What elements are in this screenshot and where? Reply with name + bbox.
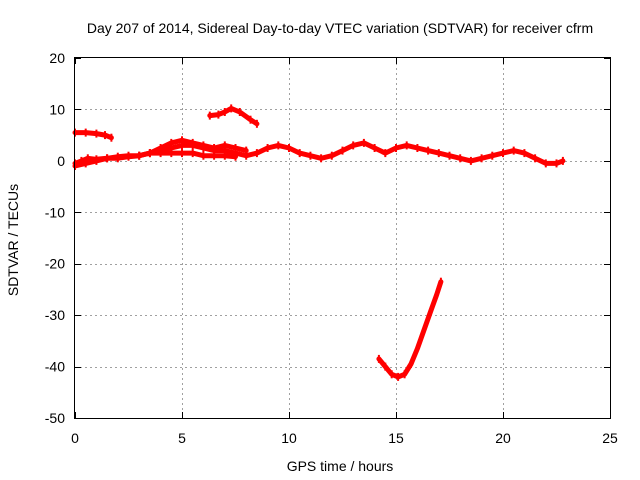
y-tick-label: 0 xyxy=(57,153,65,169)
x-tick-labels: 0 5 10 15 20 25 xyxy=(71,430,618,446)
x-axis-label: GPS time / hours xyxy=(287,458,394,474)
grid-lines xyxy=(75,58,610,418)
x-tick-label: 25 xyxy=(602,430,618,446)
x-tick-label: 10 xyxy=(281,430,297,446)
y-tick-label: -10 xyxy=(45,204,65,220)
y-tick-label: -40 xyxy=(45,359,65,375)
y-tick-label: -30 xyxy=(45,307,65,323)
y-axis-label: SDTVAR / TECUs xyxy=(5,184,21,296)
plot-frame xyxy=(74,57,611,419)
axis-ticks xyxy=(75,58,611,419)
x-tick-label: 15 xyxy=(388,430,404,446)
chart-title: Day 207 of 2014, Sidereal Day-to-day VTE… xyxy=(87,20,593,36)
x-tick-label: 0 xyxy=(71,430,79,446)
series-dip-segment xyxy=(376,279,444,380)
y-tick-label: -50 xyxy=(45,410,65,426)
x-tick-label: 5 xyxy=(178,430,186,446)
series-lower-band xyxy=(72,150,238,169)
x-tick-label: 20 xyxy=(495,430,511,446)
data-series xyxy=(72,104,566,381)
y-tick-label: 20 xyxy=(49,50,65,66)
y-tick-label: 10 xyxy=(49,101,65,117)
series-secondary-band xyxy=(147,137,249,156)
y-tick-label: -20 xyxy=(45,256,65,272)
y-tick-labels: 20 10 0 -10 -20 -30 -40 -50 xyxy=(45,50,65,426)
